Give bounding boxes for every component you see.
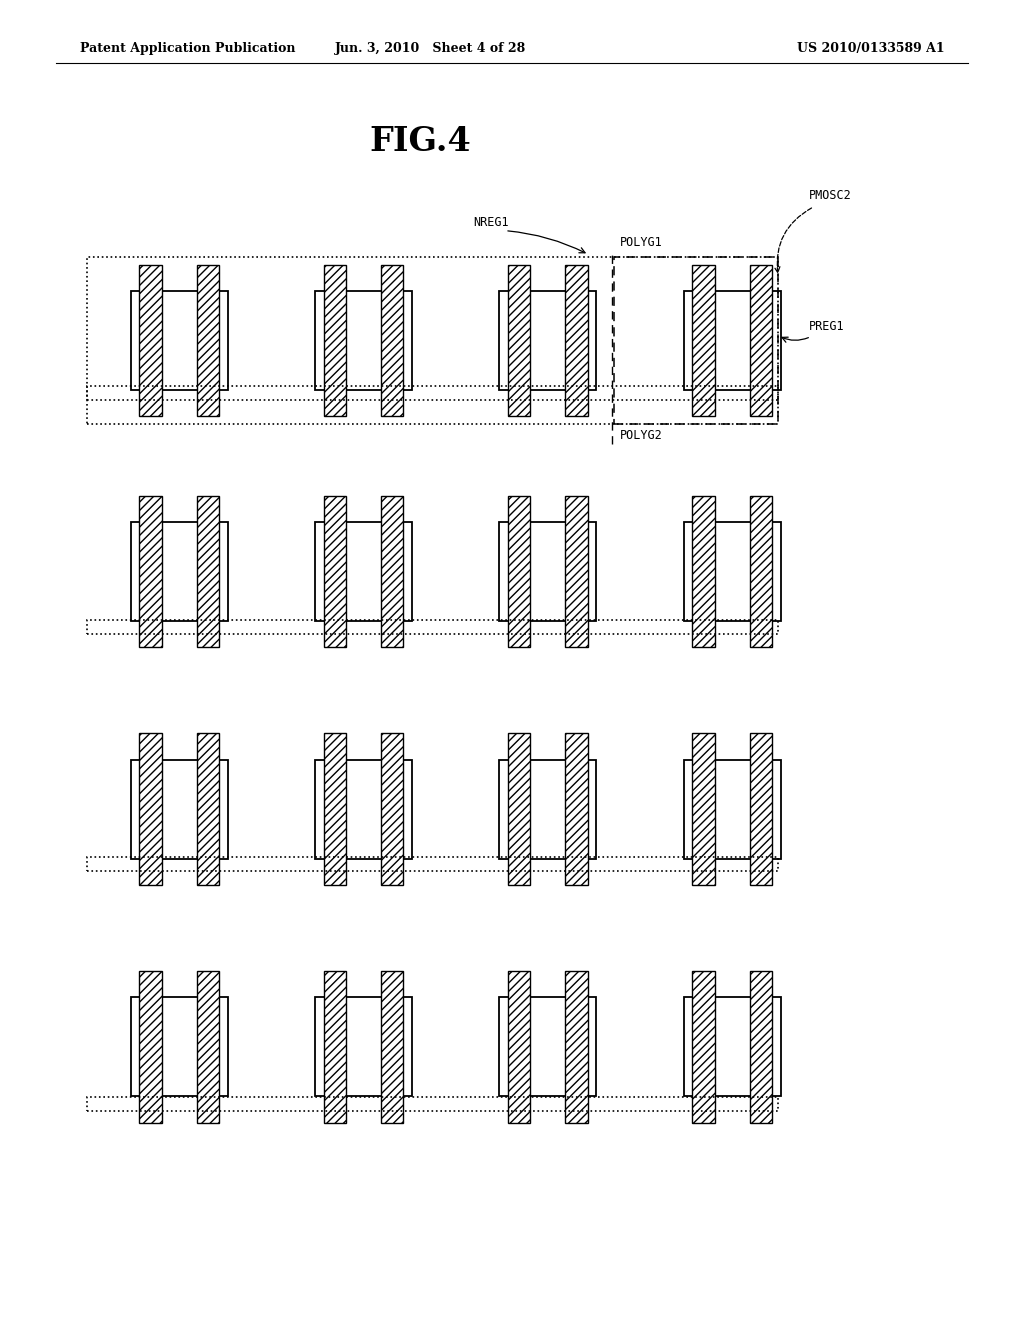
Bar <box>750 734 772 884</box>
Bar <box>324 972 346 1122</box>
Bar <box>324 734 346 884</box>
Text: POLYG2: POLYG2 <box>620 429 663 442</box>
Bar <box>614 256 778 425</box>
Bar <box>197 972 219 1122</box>
Bar <box>692 496 715 648</box>
Bar <box>750 496 772 648</box>
Text: Patent Application Publication: Patent Application Publication <box>80 42 295 55</box>
Bar <box>684 759 780 858</box>
Text: FIG.4: FIG.4 <box>369 125 471 158</box>
Bar <box>131 523 227 622</box>
Bar <box>131 759 227 858</box>
Bar <box>315 759 412 858</box>
Bar <box>131 290 227 391</box>
Bar <box>87 619 778 634</box>
Bar <box>508 264 530 417</box>
Bar <box>315 998 412 1096</box>
Bar <box>500 998 596 1096</box>
Bar <box>508 496 530 648</box>
Bar <box>315 523 412 622</box>
Bar <box>87 857 778 871</box>
Bar <box>684 998 780 1096</box>
Bar <box>692 264 715 417</box>
Bar <box>692 734 715 884</box>
Bar <box>565 496 588 648</box>
Bar <box>508 734 530 884</box>
Bar <box>139 972 162 1122</box>
Bar <box>381 496 403 648</box>
Bar <box>87 256 778 425</box>
Bar <box>500 523 596 622</box>
Bar <box>565 734 588 884</box>
Bar <box>500 290 596 391</box>
Bar <box>565 264 588 417</box>
Bar <box>197 264 219 417</box>
Bar <box>197 734 219 884</box>
Bar <box>131 998 227 1096</box>
Bar <box>139 496 162 648</box>
Text: Jun. 3, 2010   Sheet 4 of 28: Jun. 3, 2010 Sheet 4 of 28 <box>335 42 525 55</box>
Bar <box>750 972 772 1122</box>
Bar <box>381 972 403 1122</box>
Bar <box>139 264 162 417</box>
Bar <box>324 496 346 648</box>
Bar <box>500 759 596 858</box>
Text: PMOSC2: PMOSC2 <box>809 189 852 202</box>
Text: NREG1: NREG1 <box>473 215 509 228</box>
Bar <box>87 1097 778 1111</box>
Text: US 2010/0133589 A1: US 2010/0133589 A1 <box>797 42 944 55</box>
Text: POLYG1: POLYG1 <box>620 236 663 248</box>
Bar <box>684 523 780 622</box>
Bar <box>381 264 403 417</box>
Bar <box>315 290 412 391</box>
Bar <box>381 734 403 884</box>
Bar <box>87 385 778 400</box>
Bar <box>324 264 346 417</box>
Bar <box>508 972 530 1122</box>
Bar <box>565 972 588 1122</box>
Text: PREG1: PREG1 <box>809 319 845 333</box>
Bar <box>684 290 780 391</box>
Bar <box>750 264 772 417</box>
Bar <box>692 972 715 1122</box>
Bar <box>139 734 162 884</box>
Bar <box>197 496 219 648</box>
